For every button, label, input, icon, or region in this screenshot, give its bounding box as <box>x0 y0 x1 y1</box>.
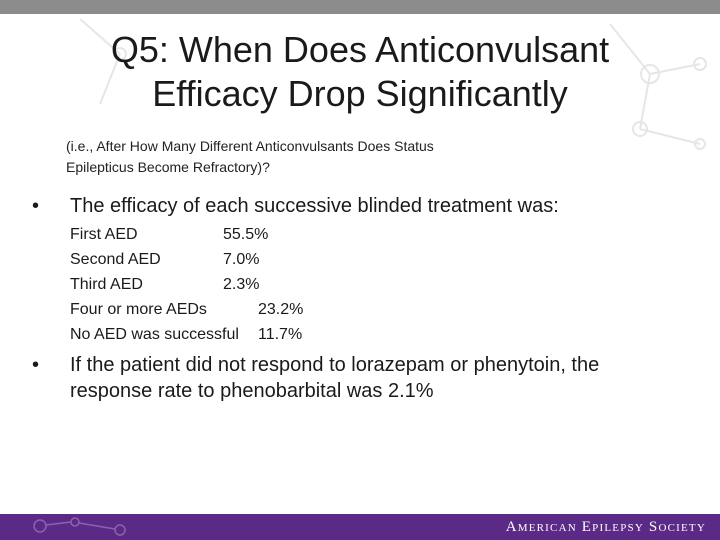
efficacy-value: 23.2% <box>258 301 304 318</box>
efficacy-row-first-aed: First AED 55.5% <box>70 222 370 247</box>
slide-title-line-1: Q5: When Does Anticonvulsant <box>110 29 610 70</box>
efficacy-value: 11.7% <box>258 326 303 343</box>
efficacy-label: Third AED <box>70 276 143 293</box>
footer-molecule-decoration <box>33 517 126 536</box>
bullet-dot: • <box>32 195 40 217</box>
org-name: American Epilepsy Society <box>505 519 706 535</box>
bullet-phenobarbital-line-2: response rate to phenobarbital was 2.1% <box>70 380 434 402</box>
efficacy-row-third-aed: Third AED 2.3% <box>70 272 370 297</box>
slide-subtitle: (i.e., After How Many Different Anticonv… <box>66 136 606 178</box>
efficacy-label: Second AED <box>70 251 161 268</box>
bullet-efficacy-intro: • The efficacy of each successive blinde… <box>32 193 672 219</box>
slide-subtitle-line-1: (i.e., After How Many Different Anticonv… <box>66 138 434 154</box>
bullet-efficacy-intro-text: The efficacy of each successive blinded … <box>70 195 559 217</box>
bullet-dot: • <box>32 354 40 376</box>
efficacy-value: 7.0% <box>223 251 260 268</box>
bullet-phenobarbital-line-1: If the patient did not respond to loraze… <box>70 354 600 376</box>
efficacy-value: 2.3% <box>223 276 260 293</box>
efficacy-label: No AED was successful <box>70 326 239 343</box>
efficacy-value: 55.5% <box>223 226 269 243</box>
efficacy-list: First AED 55.5% Second AED 7.0% Third AE… <box>70 222 370 347</box>
slide-title-line-2: Efficacy Drop Significantly <box>152 73 568 114</box>
efficacy-row-four-or-more: Four or more AEDs 23.2% <box>70 297 370 322</box>
efficacy-label: First AED <box>70 226 138 243</box>
footer-bar: American Epilepsy Society <box>0 514 720 540</box>
slide-title: Q5: When Does Anticonvulsant Efficacy Dr… <box>40 28 680 116</box>
slide-subtitle-line-2: Epilepticus Become Refractory)? <box>66 159 270 175</box>
efficacy-row-second-aed: Second AED 7.0% <box>70 247 370 272</box>
molecule-background-decoration <box>79 18 707 150</box>
bullet-phenobarbital-text: If the patient did not respond to loraze… <box>70 352 599 404</box>
efficacy-label: Four or more AEDs <box>70 301 207 318</box>
bullet-phenobarbital: • If the patient did not respond to lora… <box>32 352 692 404</box>
top-bar <box>0 0 720 14</box>
efficacy-row-no-aed: No AED was successful 11.7% <box>70 322 370 347</box>
